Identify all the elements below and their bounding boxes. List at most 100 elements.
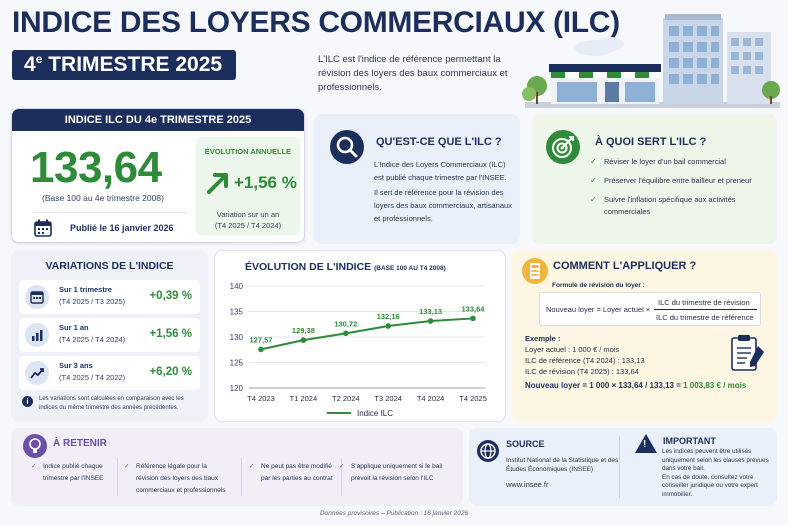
list-item: ✓ Référence légale pour la révision des lo… xyxy=(124,463,226,494)
x-tick-label: T4 2023 xyxy=(247,394,275,403)
data-label: 132,16 xyxy=(377,312,400,321)
target-icon xyxy=(546,130,580,164)
ilc-base: (Base 100 au 4e trimestre 2008) xyxy=(42,193,164,203)
data-point xyxy=(470,315,476,322)
formula-box: Nouveau loyer = Loyer actuel × ILC du tr… xyxy=(539,292,761,326)
list-item: ✓ Indice publié chaque trimestre par l'INS… xyxy=(31,463,104,482)
evolution-note: Variation sur un an (T4 2025 / T4 2024) xyxy=(214,210,282,230)
purpose-title: À QUOI SERT L'ILC ? xyxy=(595,136,707,148)
example-result: Nouveau loyer = 1 000 × 133,64 / 133,13 … xyxy=(525,381,747,390)
calendar-icon xyxy=(25,285,49,309)
clipboard-icon xyxy=(731,335,764,371)
list-item: ✓ Ne peut pas être modifié par les parties… xyxy=(249,463,333,482)
variations-note: Les variations sont calculées en compara… xyxy=(39,396,184,411)
ilc-card-title: INDICE ILC DU 4e TRIMESTRE 2025 xyxy=(12,109,304,131)
check-icon: ✓ xyxy=(339,463,345,470)
line-chart: 120 125 130 135 140 T4 2023 T1 2024 T2 2024 T3 2… xyxy=(230,282,487,418)
source-card: SOURCE Institut National de la Statistiq… xyxy=(469,428,777,506)
variation-value: +6,20 % xyxy=(149,366,192,378)
evolution-value: +1,56 % xyxy=(234,173,297,192)
calculator-icon xyxy=(522,258,548,284)
x-tick-label: T4 2024 xyxy=(417,394,445,403)
lightbulb-icon xyxy=(23,434,47,458)
how-to-apply-title: COMMENT L'APPLIQUER ? xyxy=(553,260,697,272)
check-icon: ✓ xyxy=(124,463,130,470)
bar-chart-icon xyxy=(25,323,49,347)
important-title: IMPORTANT xyxy=(663,436,716,446)
y-tick-label: 140 xyxy=(230,282,244,291)
check-icon: ✓ xyxy=(590,176,597,185)
series-line xyxy=(260,317,474,351)
data-point xyxy=(300,337,307,343)
y-tick-label: 125 xyxy=(230,359,244,368)
list-item: ✓ Suivre l'inflation spécifique aux activ… xyxy=(590,195,736,216)
city-illustration xyxy=(522,14,780,108)
list-item: ✓ Préserver l'équilibre entre bailleur et… xyxy=(590,176,752,185)
what-is-ilc-body: L'Indice des Loyers Commerciaux (ILC) es… xyxy=(374,160,512,223)
page-title: INDICE DES LOYERS COMMERCIAUX (ILC) xyxy=(12,6,620,39)
x-tick-label: T3 2024 xyxy=(374,394,402,403)
check-icon: ✓ xyxy=(590,157,597,166)
intro-text: L'ILC est l'indice de référence permetta… xyxy=(318,54,508,93)
trend-line-icon xyxy=(25,361,49,385)
footer-note: Données provisoires – Publication : 16 j… xyxy=(319,510,469,517)
warning-icon xyxy=(635,434,657,453)
variation-row: Sur 3 ans (T4 2025 / T4 2022) +6,20 % xyxy=(19,356,200,390)
example-title: Exemple : xyxy=(525,334,561,343)
data-point xyxy=(427,318,434,324)
data-point xyxy=(385,323,391,329)
trend-up-icon xyxy=(207,173,228,194)
variations-title: VARIATIONS DE L'INDICE xyxy=(45,260,174,272)
list-item: ✓ Réviser le loyer d'un bail commercial xyxy=(590,157,726,166)
formula-label: Formule de révision du loyer : xyxy=(552,282,645,289)
ilc-value: 133,64 xyxy=(30,143,162,192)
info-icon: i xyxy=(22,396,33,407)
divider xyxy=(341,458,342,496)
ilc-card: INDICE ILC DU 4e TRIMESTRE 2025 133,64 (… xyxy=(11,108,305,243)
y-tick-label: 130 xyxy=(230,333,244,342)
check-icon: ✓ xyxy=(590,195,597,204)
check-icon: ✓ xyxy=(249,463,255,470)
source-link[interactable]: www.insee.fr xyxy=(506,480,549,489)
variations-card: VARIATIONS DE L'INDICE Sur 1 trimestre (… xyxy=(11,250,208,422)
divider xyxy=(32,212,188,213)
check-icon: ✓ xyxy=(31,463,37,470)
data-label: 133,64 xyxy=(462,304,486,313)
chart-title: ÉVOLUTION DE L'INDICE (BASE 100 AU T4 20… xyxy=(245,261,446,273)
y-tick-label: 120 xyxy=(230,384,244,393)
x-tick-label: T1 2024 xyxy=(290,394,318,403)
calendar-icon xyxy=(34,219,52,237)
evolution-title: ÉVOLUTION ANNUELLE xyxy=(204,147,292,156)
variation-value: +0,39 % xyxy=(149,290,192,302)
data-point xyxy=(343,330,349,337)
legend-label: Indice ILC xyxy=(357,409,393,418)
key-points-title: À RETENIR xyxy=(53,438,107,449)
divider xyxy=(117,458,118,496)
annual-evolution-box: ÉVOLUTION ANNUELLE +1,56 % Variation sur… xyxy=(196,137,300,235)
what-is-ilc-title: QU'EST-CE QUE L'ILC ? xyxy=(376,136,502,148)
source-body: Institut National de la Statistique et d… xyxy=(506,457,619,473)
data-label: 129,38 xyxy=(292,326,315,335)
chart-card: ÉVOLUTION DE L'INDICE (BASE 100 AU T4 20… xyxy=(214,250,506,422)
publication-date: Publié le 16 janvier 2026 xyxy=(70,223,174,233)
how-to-apply-card: COMMENT L'APPLIQUER ? Formule de révisio… xyxy=(512,250,777,422)
list-item: ✓ S'applique uniquement si le bail prévoit… xyxy=(339,463,443,482)
key-points-card: À RETENIR ✓ Indice publié chaque trimestre… xyxy=(11,428,463,506)
fraction-line xyxy=(654,309,757,310)
purpose-list: ✓ Réviser le loyer d'un bail commercial ✓… xyxy=(590,156,770,225)
data-label: 133,13 xyxy=(419,307,442,316)
variation-value: +1,56 % xyxy=(149,328,192,340)
divider xyxy=(241,458,242,496)
divider xyxy=(619,436,620,498)
quarter-badge: 4e TRIMESTRE 2025 xyxy=(12,50,237,80)
purpose-card: À QUOI SERT L'ILC ? ✓ Réviser le loyer d'… xyxy=(532,114,777,244)
variation-row: Sur 1 trimestre (T4 2025 / T3 2025) +0,3… xyxy=(19,280,200,314)
important-body: Les indices peuvent être utilisés unique… xyxy=(662,448,769,498)
what-is-ilc-card: QU'EST-CE QUE L'ILC ? L'Indice des Loyer… xyxy=(314,114,520,244)
source-title: SOURCE xyxy=(506,439,545,449)
data-label: 127,57 xyxy=(250,335,273,344)
search-icon xyxy=(330,130,364,164)
x-tick-label: T2 2024 xyxy=(332,394,360,403)
y-tick-label: 135 xyxy=(230,308,244,317)
x-tick-label: T4 2025 xyxy=(459,394,487,403)
